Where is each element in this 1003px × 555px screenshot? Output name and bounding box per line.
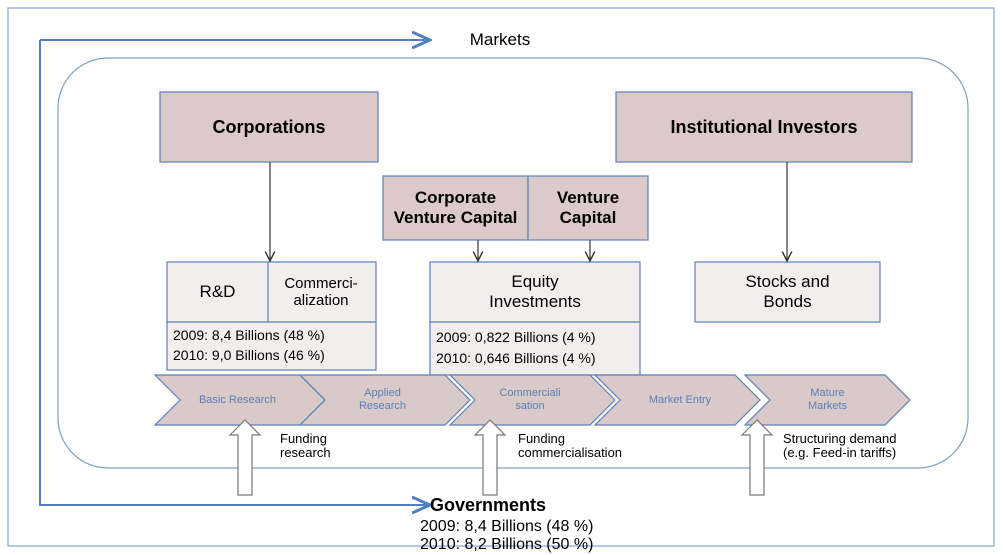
figure: 2009: 8,4 Billions (48 %) [173,326,325,343]
markets-boundary [57,57,969,469]
source-box [615,91,913,163]
stage-label: Market Entry [648,393,712,406]
stage-chevron [743,374,911,426]
support-label: Funding commercialisation [518,430,623,460]
stage-label: Mature Markets [807,387,848,412]
support-arrow [228,419,262,496]
stage-chevron [593,374,761,426]
support-label: Structuring demand (e.g. Feed-in tariffs… [783,430,897,460]
instrument-box [429,261,641,323]
stage-chevron [298,374,471,426]
support-label: Funding research [280,430,331,460]
source-box [159,91,379,163]
instrument-label: Equity Investments [489,272,581,311]
figure: 2009: 8,4 Billions (48 %) [420,517,594,535]
frame [7,7,995,547]
source-label: Venture Capital [556,188,620,227]
stage-chevron [448,374,616,426]
source-box [382,175,529,241]
source-box [527,175,649,241]
stage-label: Commerciali sation [499,387,561,412]
figures-box [166,321,377,371]
figure: 2010: 0,646 Billions (4 %) [436,349,596,366]
figure: 2010: 9,0 Billions (46 %) [173,346,325,363]
stage-label: Basic Research [198,393,277,406]
governments-arrow [39,40,430,505]
markets-label: Markets [469,30,531,50]
support-arrow [473,419,507,496]
source-label: Corporate Venture Capital [393,188,518,227]
stage-label: Applied Research [358,387,407,412]
instrument-label: Stocks and Bonds [745,272,830,311]
source-label: Corporations [212,116,326,137]
figures-box [429,321,641,376]
support-arrow [740,419,774,496]
instrument-box [694,261,881,323]
figure: 2010: 8,2 Billions (50 %) [420,536,594,554]
figure: 2009: 0,822 Billions (4 %) [436,328,596,345]
instrument-label: Commerci-alization [284,274,358,309]
instrument-label: R&D [199,282,236,302]
source-label: Institutional Investors [670,116,858,137]
governments-label: Governments [430,494,547,515]
